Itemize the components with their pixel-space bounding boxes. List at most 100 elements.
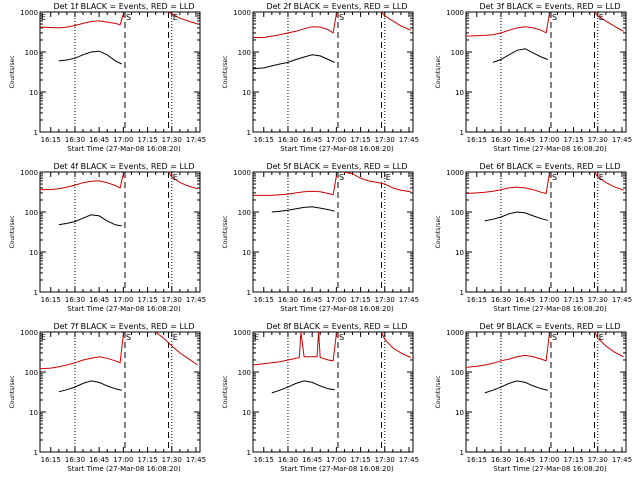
x-tick-label: 16:15 (41, 456, 61, 464)
x-axis-label: Start Time (27-Mar-08 16:08:20) (67, 145, 181, 153)
marker-label-s: S (552, 333, 557, 342)
x-tick-label: 17:15 (563, 136, 583, 144)
marker-label-e: E (173, 333, 178, 342)
y-axis-label: Counts/sec (9, 375, 16, 408)
x-tick-label: 16:30 (65, 296, 85, 304)
chart-title: Det 5f BLACK = Events, RED = LLD (266, 162, 407, 171)
x-tick-label: 17:30 (375, 296, 395, 304)
chart-title: Det 7f BLACK = Events, RED = LLD (53, 322, 194, 331)
y-tick-label: 1000 (233, 169, 251, 177)
x-tick-label: 16:45 (302, 296, 322, 304)
marker-label-e: E (173, 13, 178, 22)
y-tick-label: 1 (34, 289, 38, 297)
y-tick-label: 100 (451, 49, 464, 57)
x-tick-label: 17:45 (186, 456, 206, 464)
x-tick-label: 17:45 (399, 456, 419, 464)
y-tick-label: 100 (451, 369, 464, 377)
lld-series-line (466, 333, 550, 368)
x-axis-label: Start Time (27-Mar-08 16:08:20) (280, 305, 394, 313)
x-tick-label: 17:30 (375, 456, 395, 464)
x-tick-label: 17:30 (162, 456, 182, 464)
y-tick-label: 1000 (446, 9, 464, 17)
marker-label-e: E (599, 173, 604, 182)
x-tick-label: 16:15 (41, 136, 61, 144)
x-tick-label: 17:30 (162, 296, 182, 304)
plot-area (253, 12, 411, 132)
x-tick-label: 16:30 (278, 456, 298, 464)
marker-label-e: E (386, 173, 391, 182)
y-tick-label: 1 (460, 449, 464, 457)
x-tick-label: 16:30 (65, 136, 85, 144)
y-tick-label: 100 (25, 49, 38, 57)
x-tick-label: 16:15 (467, 136, 487, 144)
chart-title: Det 1f BLACK = Events, RED = LLD (53, 2, 194, 11)
events-series-line (271, 206, 335, 213)
chart-title: Det 4f BLACK = Events, RED = LLD (53, 162, 194, 171)
y-tick-label: 1000 (20, 329, 38, 337)
x-axis-label: Start Time (27-Mar-08 16:08:20) (67, 305, 181, 313)
plot-area (253, 332, 411, 452)
marker-label-e: E (173, 173, 178, 182)
y-tick-label: 1 (34, 449, 38, 457)
chart-title: Det 6f BLACK = Events, RED = LLD (479, 162, 620, 171)
y-axis-label: Counts/sec (435, 55, 442, 88)
x-tick-label: 17:00 (113, 136, 133, 144)
lld-series-line (40, 13, 124, 29)
lld-series-line (344, 172, 411, 193)
plot-area (466, 12, 624, 132)
events-series-line (58, 380, 122, 393)
y-tick-label: 1000 (233, 9, 251, 17)
x-tick-label: 16:30 (278, 136, 298, 144)
x-tick-label: 16:30 (491, 136, 511, 144)
chart-title: Det 8f BLACK = Events, RED = LLD (266, 322, 407, 331)
y-tick-label: 1000 (233, 329, 251, 337)
plot-area (253, 172, 411, 292)
x-tick-label: 16:15 (467, 456, 487, 464)
x-axis-label: Start Time (27-Mar-08 16:08:20) (280, 465, 394, 473)
y-tick-label: 1 (247, 449, 251, 457)
y-tick-label: 1000 (20, 9, 38, 17)
chart-panel-7: Det 7f BLACK = Events, RED = LLD 1 10 100 10… (9, 322, 206, 473)
x-tick-label: 17:00 (539, 456, 559, 464)
marker-label-s: S (339, 13, 344, 22)
x-tick-label: 16:45 (89, 136, 109, 144)
marker-label-s: S (552, 13, 557, 22)
x-axis-label: Start Time (27-Mar-08 16:08:20) (493, 145, 607, 153)
plot-frame (465, 171, 627, 293)
y-axis-label: Counts/sec (435, 375, 442, 408)
x-axis-label: Start Time (27-Mar-08 16:08:20) (493, 465, 607, 473)
events-series-line (484, 211, 548, 222)
x-tick-label: 16:45 (515, 296, 535, 304)
marker-label-s: S (339, 173, 344, 182)
x-tick-label: 16:15 (254, 136, 274, 144)
lld-series-line (168, 172, 198, 190)
x-tick-label: 17:30 (588, 136, 608, 144)
marker-label-e: E (599, 333, 604, 342)
x-tick-label: 17:15 (563, 456, 583, 464)
x-tick-label: 16:45 (89, 456, 109, 464)
y-tick-label: 1 (460, 129, 464, 137)
chart-panel-9: Det 9f BLACK = Events, RED = LLD 1 10 100 10… (435, 322, 632, 473)
chart-title: Det 9f BLACK = Events, RED = LLD (479, 322, 620, 331)
y-axis-label: Counts/sec (9, 55, 16, 88)
plot-frame (39, 171, 201, 293)
lld-series-line (253, 175, 337, 196)
y-tick-label: 100 (25, 369, 38, 377)
y-tick-label: 100 (25, 209, 38, 217)
plot-frame (252, 11, 414, 133)
chart-panel-6: Det 6f BLACK = Events, RED = LLD 1 10 100 10… (435, 162, 632, 313)
plot-frame (252, 331, 414, 453)
x-tick-label: 17:45 (612, 296, 632, 304)
chart-title: Det 3f BLACK = Events, RED = LLD (479, 2, 620, 11)
x-tick-label: 16:45 (302, 456, 322, 464)
y-tick-label: 1 (34, 129, 38, 137)
plot-frame (252, 171, 414, 293)
lld-series-line (40, 333, 124, 370)
marker-label-s: S (552, 173, 557, 182)
x-tick-label: 16:45 (302, 136, 322, 144)
plot-frame (465, 11, 627, 133)
x-tick-label: 17:00 (539, 136, 559, 144)
events-series-line (58, 214, 122, 227)
events-series-line (58, 50, 122, 65)
x-tick-label: 17:45 (399, 296, 419, 304)
